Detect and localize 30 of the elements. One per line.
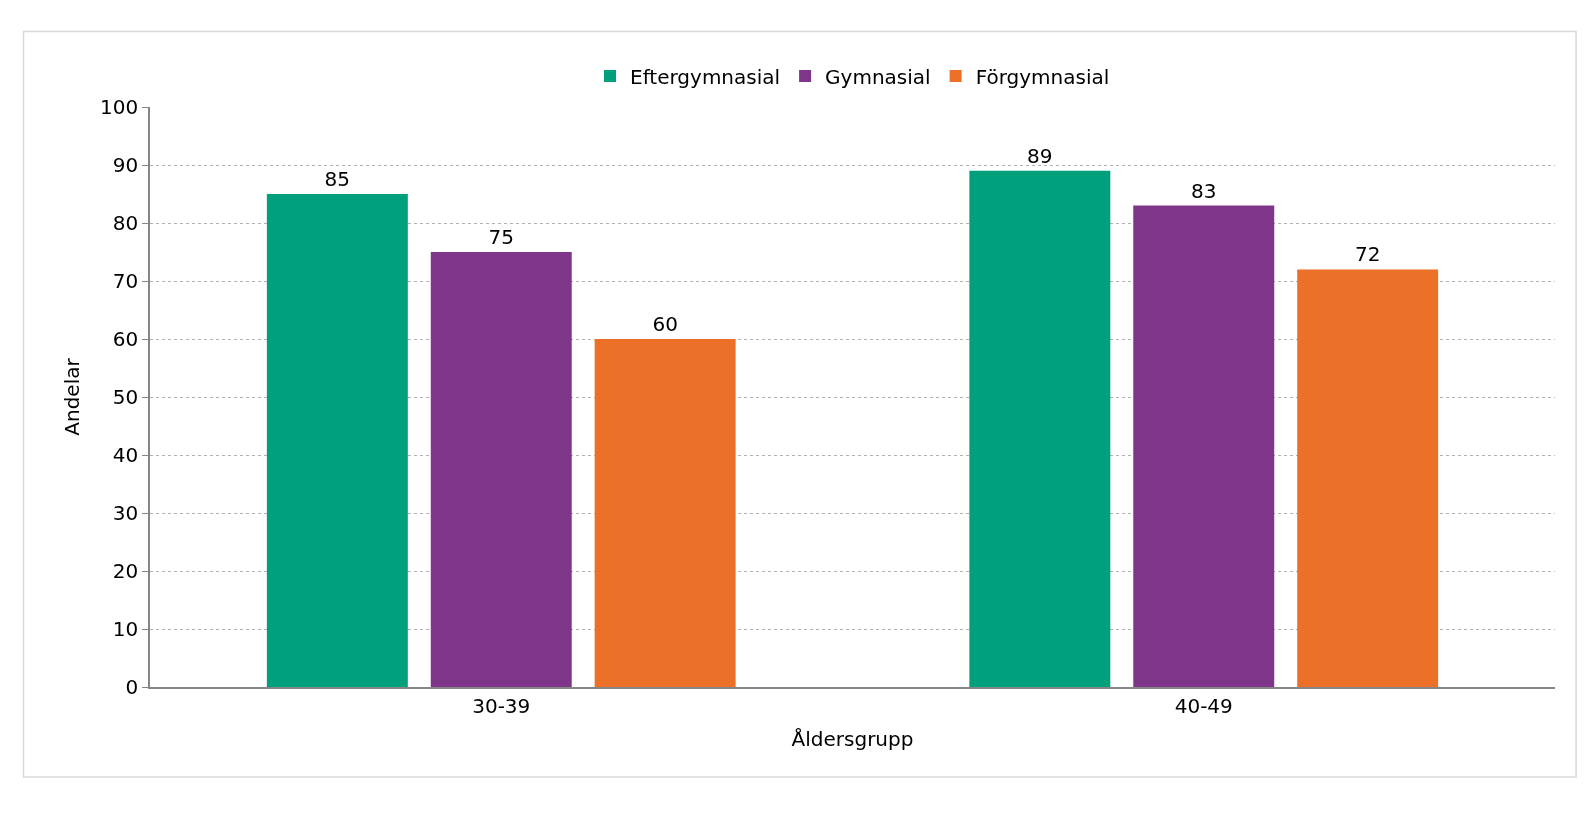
data-label: 85 — [324, 167, 351, 191]
data-label: 75 — [488, 225, 514, 249]
y-tick-label: 20 — [112, 559, 139, 583]
x-tick-label: 40-49 — [1174, 693, 1233, 718]
bar — [266, 194, 408, 687]
data-label: 60 — [652, 312, 678, 336]
bar — [1297, 269, 1439, 687]
y-tick-label: 50 — [112, 385, 139, 409]
y-tick-label: 40 — [112, 443, 139, 467]
legend-label: Eftergymnasial — [630, 64, 781, 89]
y-tick-label: 10 — [112, 617, 139, 641]
bar — [430, 252, 572, 687]
y-axis-title: Andelar — [60, 357, 85, 436]
legend-label: Gymnasial — [825, 64, 931, 89]
data-label: 89 — [1027, 143, 1053, 168]
bar — [1133, 205, 1275, 687]
y-tick-label: 60 — [112, 327, 139, 351]
legend-label: Förgymnasial — [975, 64, 1110, 89]
y-tick-label: 30 — [112, 501, 139, 525]
y-tick-label: 100 — [100, 95, 139, 119]
y-tick-label: 0 — [125, 675, 139, 699]
y-tick-label: 90 — [112, 153, 139, 177]
x-tick-label: 30-39 — [472, 693, 531, 718]
y-tick-label: 80 — [112, 211, 139, 235]
data-label: 83 — [1191, 178, 1217, 203]
bar — [969, 170, 1111, 687]
x-axis-title: Åldersgrupp — [791, 726, 914, 751]
bar — [594, 339, 736, 687]
data-label: 72 — [1354, 242, 1381, 267]
y-tick-label: 70 — [112, 269, 139, 293]
